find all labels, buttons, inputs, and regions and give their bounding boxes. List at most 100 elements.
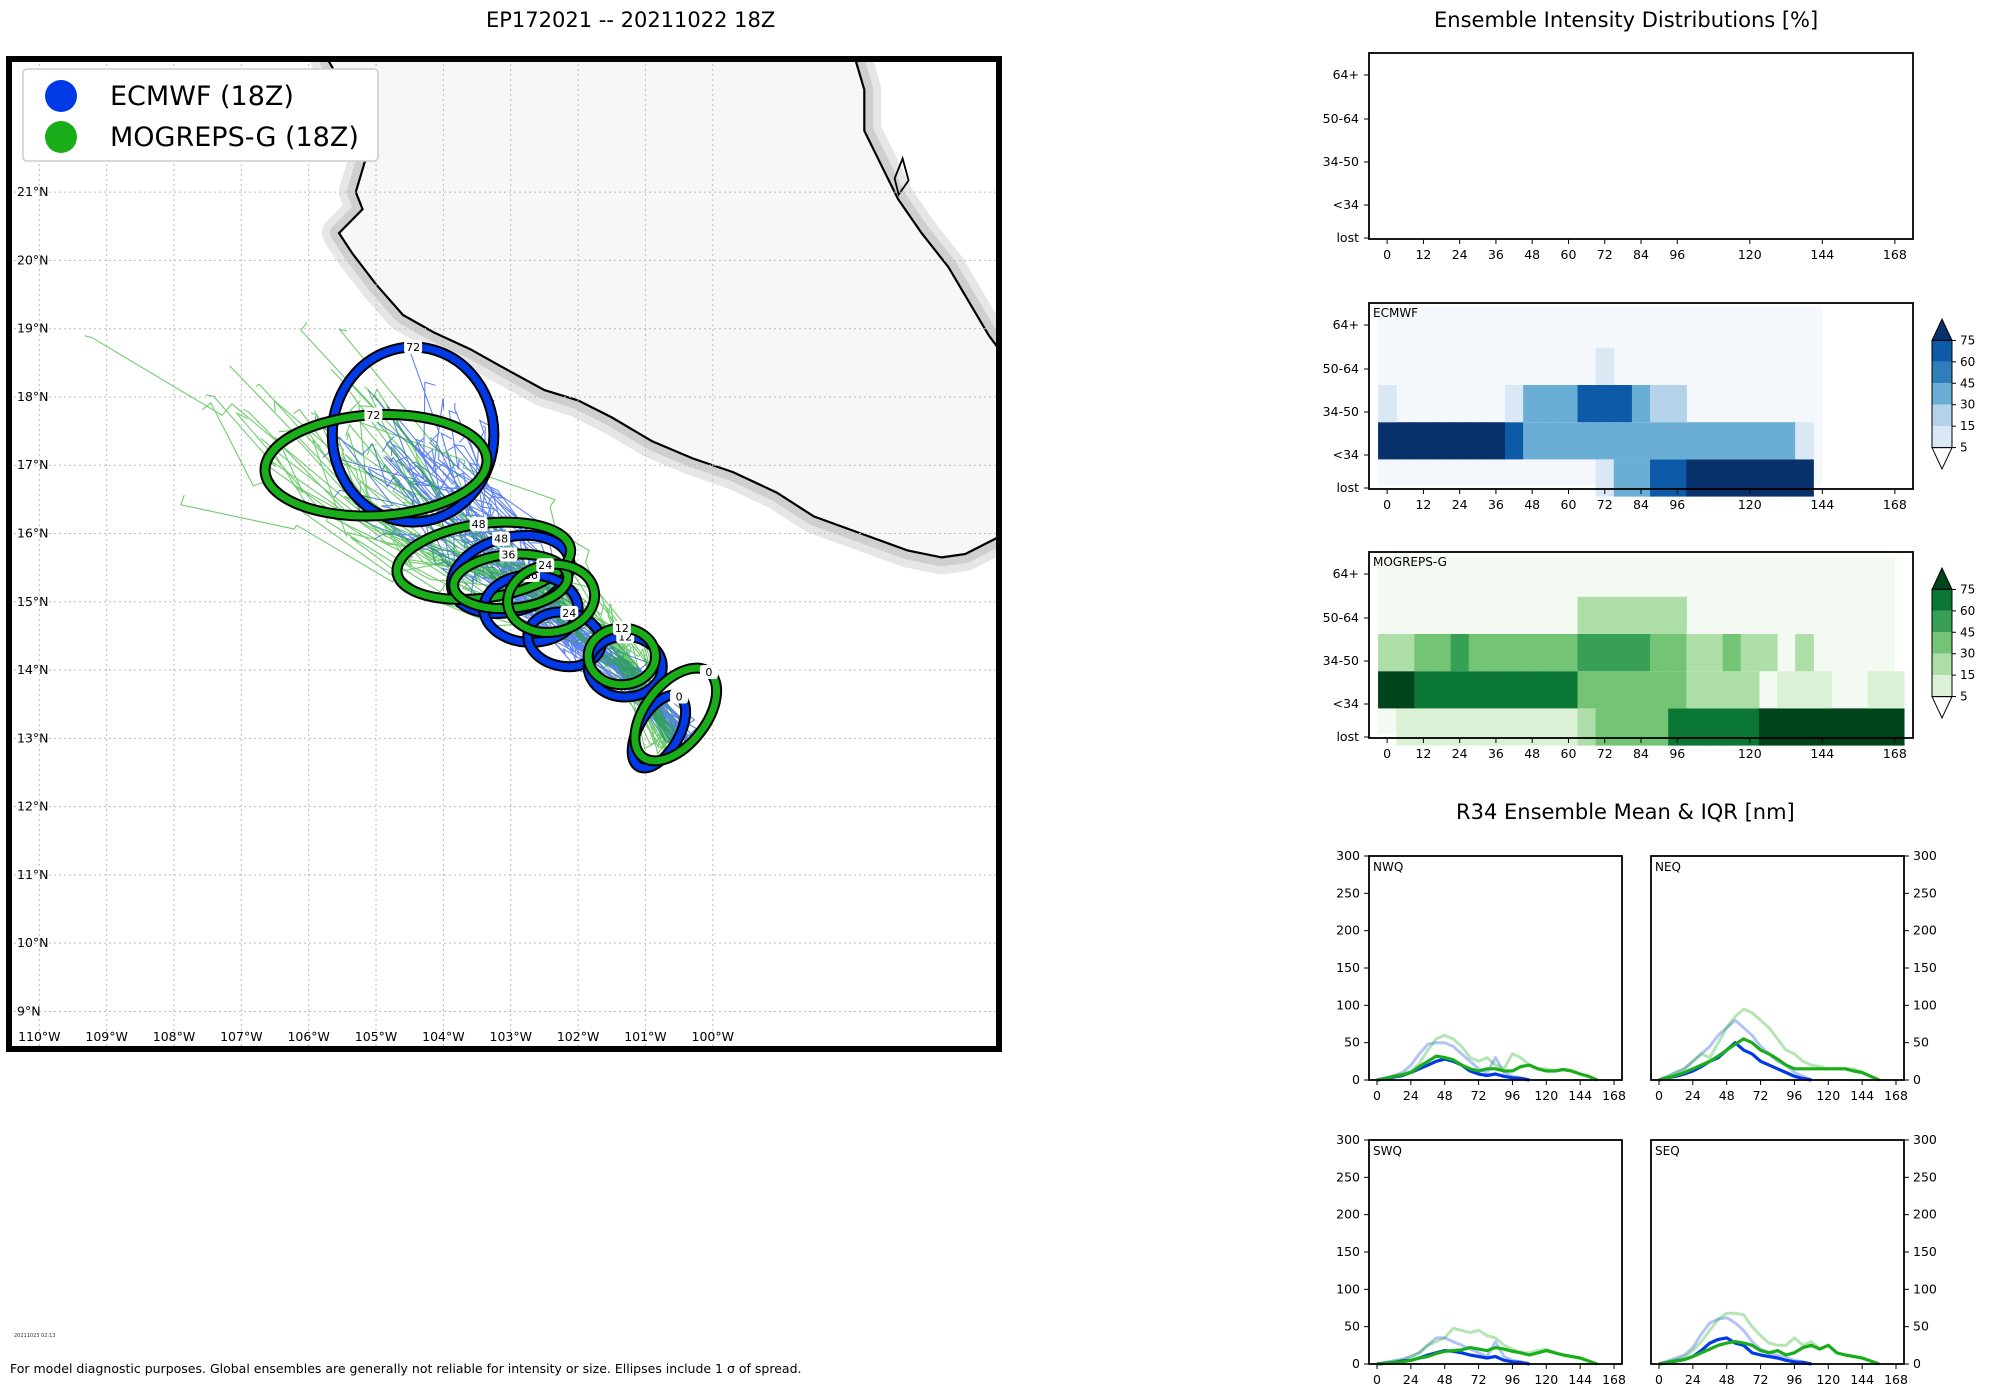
- heatmap-cell: [1613, 708, 1633, 746]
- heatmap-cell: [1468, 708, 1488, 746]
- r34-x-label: 120: [1534, 1088, 1558, 1103]
- r34-x-label: 144: [1568, 1372, 1592, 1387]
- heatmap-cell: [1559, 671, 1579, 709]
- r34-x-label: 168: [1602, 1088, 1626, 1103]
- coastline-gulf: [854, 59, 999, 350]
- map-lat-tick-label: 15°N: [17, 594, 49, 609]
- ellipse-label-bg: [536, 558, 555, 573]
- mogreps-mean-line: [1658, 1037, 1880, 1082]
- heatmap-cell: [1505, 671, 1524, 709]
- heatmap-cell: [1740, 459, 1760, 497]
- r34-y-label: 300: [1913, 1132, 1937, 1147]
- heatmap-cell: [1704, 671, 1724, 709]
- map-lon-tick-label: 105°W: [355, 1029, 397, 1044]
- r34-x-label: 48: [1437, 1088, 1453, 1103]
- heatmap-cell: [1577, 671, 1597, 709]
- ellipse-lead-label: 0: [676, 691, 683, 704]
- ellipse-lead-label: 0: [705, 666, 712, 679]
- colorbar-segment: [1932, 632, 1952, 654]
- heatmap-cell: [1505, 422, 1524, 460]
- r34-x-label: 96: [1504, 1088, 1520, 1103]
- ellipse-label-bg: [670, 689, 689, 704]
- heatmap-x-label: 48: [1524, 497, 1540, 512]
- heatmap-cell: [1631, 459, 1651, 497]
- heatmap-cell: [1414, 671, 1434, 709]
- heatmap-x-label: 0: [1383, 247, 1391, 262]
- heatmap-cell: [1831, 708, 1851, 746]
- mogreps-mean-line: [1376, 1054, 1598, 1082]
- heatmap-cell: [1849, 708, 1869, 746]
- r34-x-label: 48: [1719, 1372, 1735, 1387]
- heatmap-cell: [1740, 708, 1760, 746]
- intensity-title: Ensemble Intensity Distributions [%]: [1434, 8, 1819, 32]
- heatmap-cell: [1631, 422, 1651, 460]
- colorbar-segment: [1932, 426, 1952, 448]
- map-lat-tick-label: 9°N: [17, 1003, 41, 1018]
- colorbar-tick-label: 5: [1960, 690, 1968, 704]
- ecmwf-iqr-line: [1658, 1316, 1812, 1366]
- heatmap-cell: [1867, 708, 1887, 746]
- colorbar-tick-label: 60: [1960, 604, 1975, 618]
- colorbar-segment: [1932, 589, 1952, 611]
- colorbar-max-arrow: [1931, 566, 1953, 590]
- heatmap-cell: [1740, 671, 1760, 709]
- heatmap-background: [1369, 53, 1913, 239]
- r34-x-label: 24: [1403, 1088, 1419, 1103]
- heatmap-x-label: 48: [1524, 247, 1540, 262]
- colorbar-max-arrow: [1931, 317, 1953, 341]
- heatmap-cell: [1577, 422, 1597, 460]
- heatmap-cell: [1613, 385, 1633, 423]
- r34-y-label: 0: [1352, 1356, 1360, 1371]
- heatmap-cell: [1595, 385, 1615, 423]
- mogreps-mean-line: [1658, 1340, 1880, 1366]
- heatmap-y-label: <34: [1333, 197, 1359, 212]
- heatmap-cell: [1704, 634, 1724, 672]
- r34-y-label: 250: [1913, 885, 1937, 900]
- map-lon-tick-label: 101°W: [624, 1029, 666, 1044]
- r34-quadrant-label: SWQ: [1373, 1144, 1402, 1158]
- r34-y-label: 150: [1336, 1244, 1360, 1259]
- heatmap-cell: [1486, 634, 1506, 672]
- heatmap-cell: [1486, 708, 1506, 746]
- heatmap-cell: [1595, 634, 1615, 672]
- heatmap-cell: [1523, 671, 1542, 709]
- footer-note: For model diagnostic purposes. Global en…: [10, 1361, 802, 1376]
- heatmap-cell: [1777, 459, 1796, 497]
- heatmap-cell: [1450, 422, 1470, 460]
- heatmap-cell: [1378, 634, 1397, 672]
- map-lon-tick-label: 107°W: [220, 1029, 262, 1044]
- heatmap-y-label: 34-50: [1323, 404, 1359, 419]
- forecast-ellipse-mogreps-72: 72: [259, 407, 493, 522]
- r34-x-label: 120: [1816, 1088, 1840, 1103]
- heatmap-cell: [1668, 708, 1687, 746]
- ellipse-lead-label: 24: [562, 607, 576, 620]
- main-title: EP172021 -- 20211022 18Z: [486, 8, 776, 32]
- heatmap-cell: [1631, 671, 1651, 709]
- colorbar-tick-label: 60: [1960, 355, 1975, 369]
- heatmap-cell: [1650, 671, 1669, 709]
- legend-marker: [45, 121, 77, 153]
- intensity-panel-3: 5 15 30 45 60 75 MOGREPS-G lost <34 34-50 50-64 64+…: [1323, 551, 1975, 761]
- colorbar-min-arrow: [1931, 447, 1953, 471]
- heatmap-cell: [1758, 634, 1778, 672]
- legend-entry-label: MOGREPS-G (18Z): [110, 122, 359, 153]
- ellipse-label-bg: [499, 547, 518, 562]
- r34-panel-nwq: NWQ 0 24 48 72 96 120 144 168 0 50 100 150 200 250 300: [1336, 848, 1626, 1103]
- heatmap-cell: [1613, 634, 1633, 672]
- ellipse-lead-label: 72: [406, 341, 420, 354]
- heatmap-cell: [1668, 671, 1687, 709]
- r34-panel-seq: SEQ 0 24 48 72 96 120 144 168 0 50 100 150 200 250 300: [1650, 1132, 1937, 1387]
- heatmap-cell: [1631, 708, 1651, 746]
- heatmap-cell: [1631, 385, 1651, 423]
- heatmap-cell: [1486, 671, 1506, 709]
- r34-plot-area: [1369, 1140, 1622, 1364]
- heatmap-cell: [1668, 422, 1687, 460]
- coastline-pacific: [326, 59, 999, 559]
- heatmap-x-label: 36: [1488, 746, 1504, 761]
- heatmap-cell: [1795, 671, 1814, 709]
- r34-x-label: 144: [1850, 1088, 1874, 1103]
- heatmap-cell: [1505, 708, 1524, 746]
- heatmap-y-label: lost: [1336, 729, 1359, 744]
- heatmap-x-label: 96: [1669, 746, 1685, 761]
- heatmap-cell: [1668, 385, 1687, 423]
